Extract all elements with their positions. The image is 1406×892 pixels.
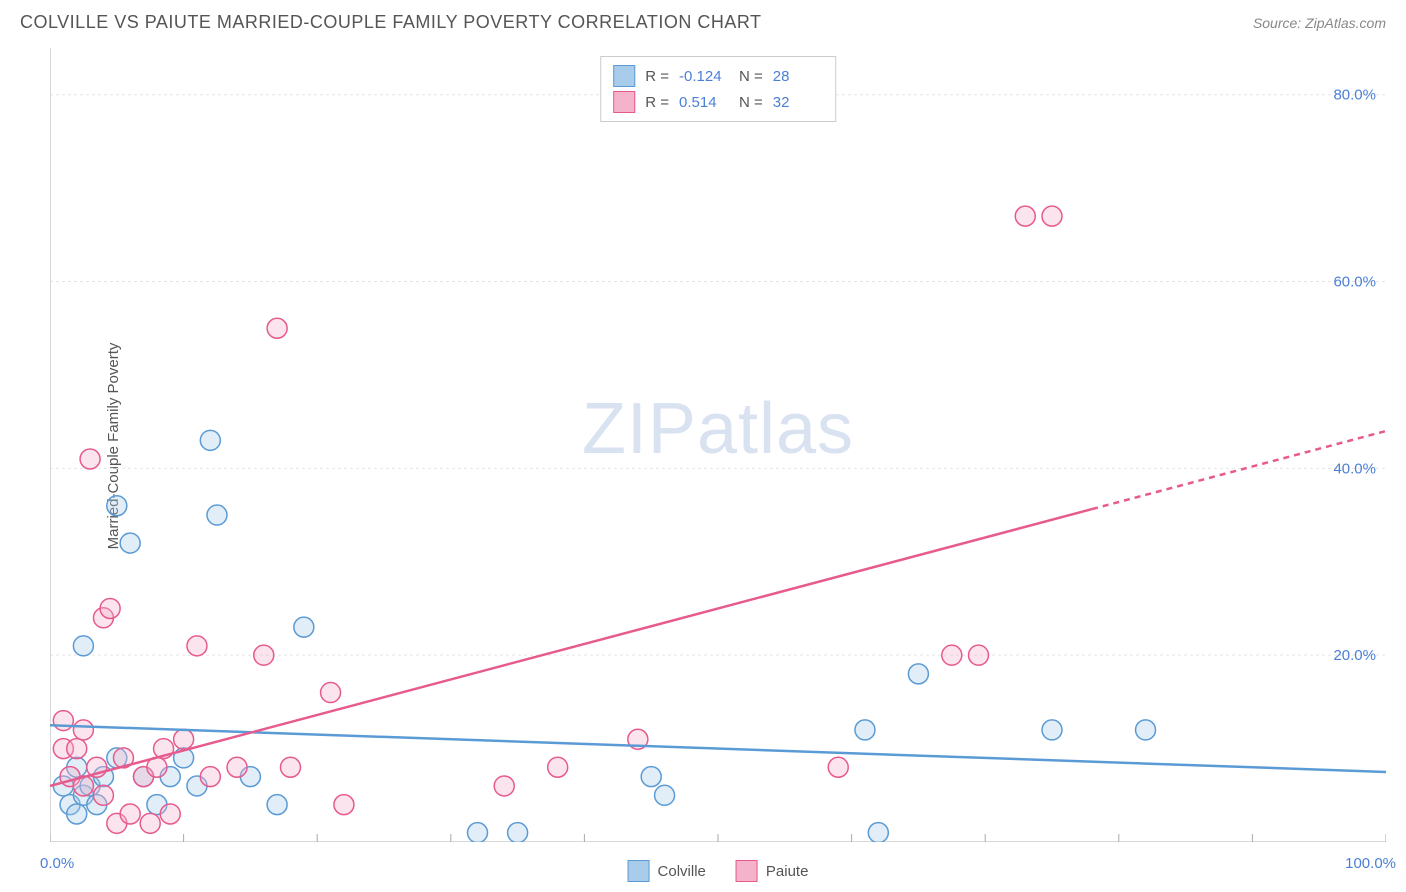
legend-label: Paiute [766, 863, 809, 880]
chart-container: COLVILLE VS PAIUTE MARRIED-COUPLE FAMILY… [0, 0, 1406, 892]
legend-swatch [628, 860, 650, 882]
source-attribution: Source: ZipAtlas.com [1253, 15, 1386, 31]
correlation-legend: R = -0.124 N = 28 R = 0.514 N = 32 [600, 56, 836, 122]
r-label: R = [645, 68, 669, 85]
n-value: 28 [773, 68, 823, 85]
svg-text:60.0%: 60.0% [1333, 274, 1376, 291]
legend-row: R = 0.514 N = 32 [613, 89, 823, 115]
svg-text:80.0%: 80.0% [1333, 87, 1376, 104]
series-legend: Colville Paiute [628, 860, 809, 882]
n-value: 32 [773, 94, 823, 111]
r-label: R = [645, 94, 669, 111]
r-value: 0.514 [679, 94, 729, 111]
legend-swatch [613, 91, 635, 113]
x-min-label: 0.0% [40, 855, 74, 872]
legend-item: Paiute [736, 860, 809, 882]
chart-title: COLVILLE VS PAIUTE MARRIED-COUPLE FAMILY… [20, 12, 762, 33]
legend-swatch [613, 65, 635, 87]
n-label: N = [739, 94, 763, 111]
legend-swatch [736, 860, 758, 882]
scatter-svg: 20.0% 40.0% 60.0% 80.0% [50, 48, 1386, 842]
x-max-label: 100.0% [1345, 855, 1396, 872]
legend-row: R = -0.124 N = 28 [613, 63, 823, 89]
svg-text:40.0%: 40.0% [1333, 460, 1376, 477]
svg-text:20.0%: 20.0% [1333, 647, 1376, 664]
r-value: -0.124 [679, 68, 729, 85]
legend-item: Colville [628, 860, 706, 882]
legend-label: Colville [658, 863, 706, 880]
n-label: N = [739, 68, 763, 85]
header: COLVILLE VS PAIUTE MARRIED-COUPLE FAMILY… [0, 0, 1406, 41]
plot-area: ZIPatlas 20.0%40.0%60.0%80.0% R =-0.124N… [50, 48, 1386, 842]
